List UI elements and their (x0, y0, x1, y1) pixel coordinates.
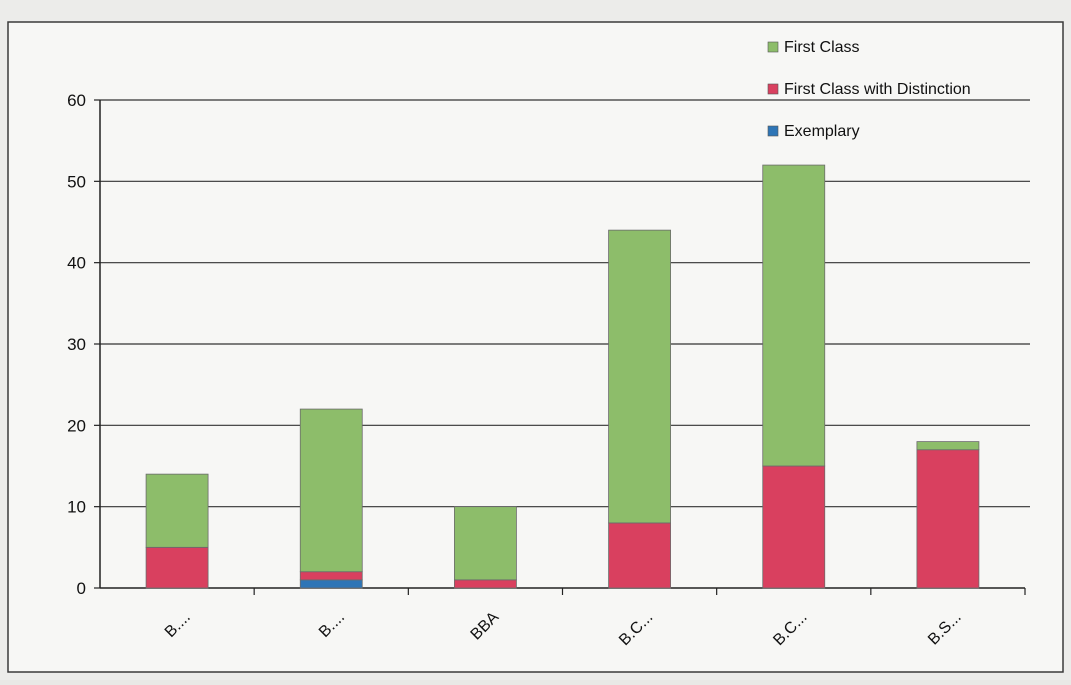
bar-segment (454, 506, 517, 581)
y-tick-label: 60 (67, 91, 86, 110)
legend-label: First Class (784, 39, 860, 56)
bar-segment (762, 164, 826, 467)
bars (145, 164, 980, 589)
legend-swatch (767, 125, 779, 137)
legend-label: Exemplary (784, 123, 860, 140)
bar-segment (145, 473, 209, 548)
gridlines (94, 99, 1030, 589)
bar-segment (762, 465, 826, 589)
y-tick-label: 50 (67, 172, 86, 191)
legend-swatch (767, 83, 779, 95)
y-tick-label: 40 (67, 254, 86, 273)
legend-label: First Class with Distinction (784, 81, 971, 98)
bar-segment (145, 546, 209, 589)
bar-segment (299, 579, 363, 589)
bar-segment (299, 571, 363, 581)
y-tick-labels: 0 10 20 30 40 50 60 (67, 91, 86, 598)
bar-segment (299, 408, 363, 573)
y-tick-label: 30 (67, 335, 86, 354)
bar-segment (608, 229, 671, 524)
legend-swatch (767, 41, 779, 53)
y-tick-label: 10 (67, 498, 86, 517)
bar-segment (608, 522, 671, 589)
y-tick-label: 0 (77, 579, 86, 598)
bar-segment (916, 441, 980, 451)
y-tick-label: 20 (67, 416, 86, 435)
legend: First Class First Class with Distinction E… (767, 39, 971, 140)
bar-segment (454, 579, 517, 589)
bar-segment (916, 449, 980, 589)
